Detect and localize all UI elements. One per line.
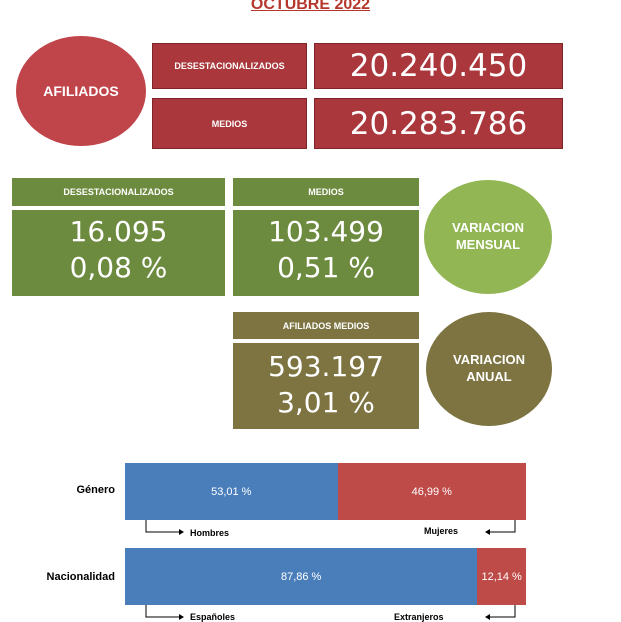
genero-mujeres-value: 46,99 % <box>411 485 452 498</box>
afiliados-circle: AFILIADOS <box>16 36 146 146</box>
mensual-medios-box: 103.499 0,51 % <box>233 210 419 296</box>
genero-hombres-segment: 53,01 % <box>125 463 338 520</box>
genero-hombres-value: 53,01 % <box>211 485 252 498</box>
nacionalidad-espanoles-segment: 87,86 % <box>125 548 478 605</box>
mensual-desest-header: DESESTACIONALIZADOS <box>12 178 225 206</box>
anual-abs: 593.197 <box>268 350 384 383</box>
genero-mujeres-name: Mujeres <box>424 526 459 536</box>
genero-hombres-name: Hombres <box>190 528 230 538</box>
anual-pct: 3,01 % <box>277 386 375 419</box>
nacionalidad-right-arrow <box>485 605 516 620</box>
genero-left-arrow <box>145 520 184 535</box>
nacionalidad-extranjeros-name: Extranjeros <box>394 612 444 622</box>
afiliados-desest-label: DESESTACIONALIZADOS <box>152 43 307 89</box>
mensual-medios-abs: 103.499 <box>268 215 384 248</box>
nacionalidad-left-arrow <box>145 605 184 620</box>
genero-label: Género <box>76 484 115 496</box>
nacionalidad-extranjeros-segment: 12,14 % <box>477 548 526 605</box>
afiliados-label: AFILIADOS <box>43 82 119 99</box>
nacionalidad-label: Nacionalidad <box>46 571 115 583</box>
variacion-mensual-line1: VARIACION <box>452 220 524 236</box>
nacionalidad-extranjeros-value: 12,14 % <box>481 570 522 583</box>
genero-bar: 53,01 % 46,99 % <box>125 463 526 520</box>
mensual-desest-abs: 16.095 <box>69 215 168 248</box>
genero-mujeres-segment: 46,99 % <box>337 463 526 520</box>
genero-right-arrow <box>485 520 516 535</box>
mensual-medios-header: MEDIOS <box>233 178 419 206</box>
anual-box: 593.197 3,01 % <box>233 343 419 429</box>
mensual-desest-box: 16.095 0,08 % <box>12 210 225 296</box>
afiliados-medios-value: 20.283.786 <box>314 98 563 149</box>
variacion-mensual-line2: MENSUAL <box>455 237 521 252</box>
nacionalidad-espanoles-name: Españoles <box>190 612 236 622</box>
nacionalidad-espanoles-value: 87,86 % <box>280 570 322 583</box>
nacionalidad-bar: 87,86 % 12,14 % <box>125 548 526 605</box>
page-title: OCTUBRE 2022 <box>250 0 371 13</box>
anual-header: AFILIADOS MEDIOS <box>233 312 419 339</box>
afiliados-desest-value: 20.240.450 <box>314 43 563 89</box>
mensual-desest-pct: 0,08 % <box>69 251 168 284</box>
variacion-anual-circle: VARIACION ANUAL <box>426 312 552 426</box>
afiliados-medios-label: MEDIOS <box>152 98 307 149</box>
variacion-mensual-circle: VARIACION MENSUAL <box>424 180 552 294</box>
variacion-anual-line1: VARIACION <box>453 352 525 368</box>
variacion-anual-line2: ANUAL <box>466 369 512 384</box>
mensual-medios-pct: 0,51 % <box>277 251 375 284</box>
